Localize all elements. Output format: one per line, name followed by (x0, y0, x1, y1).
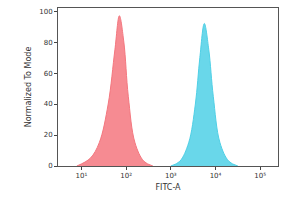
svg-text:40: 40 (44, 100, 53, 108)
svg-text:0: 0 (48, 162, 52, 170)
svg-text:10¹: 10¹ (76, 172, 88, 180)
svg-text:10³: 10³ (165, 172, 177, 180)
svg-text:100: 100 (39, 8, 52, 16)
svg-text:10²: 10² (120, 172, 132, 180)
svg-text:20: 20 (44, 131, 53, 139)
svg-text:80: 80 (44, 39, 53, 47)
svg-text:FITC-A: FITC-A (155, 183, 181, 192)
svg-text:Normalized To Mode: Normalized To Mode (24, 47, 33, 128)
svg-text:10⁵: 10⁵ (254, 172, 266, 180)
svg-text:60: 60 (44, 70, 53, 78)
svg-text:10⁴: 10⁴ (210, 172, 222, 180)
